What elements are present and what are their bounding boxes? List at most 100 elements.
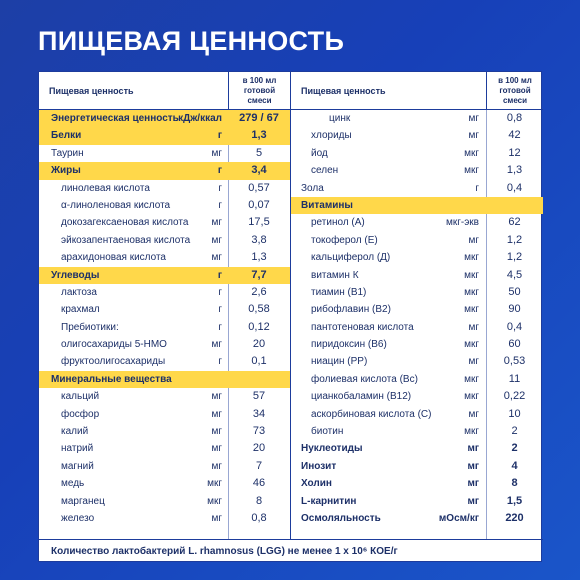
row-value: 3,8 xyxy=(251,233,267,246)
table-row: хлориды мг 42 xyxy=(291,127,543,144)
row-name: арахидоновая кислота xyxy=(61,252,166,264)
row-value: 0,07 xyxy=(248,198,270,211)
row-value: 0,22 xyxy=(503,390,526,403)
table-row: Зола г 0,4 xyxy=(291,180,543,197)
right-header-label: Пищевая ценность xyxy=(301,86,386,96)
row-unit: мкг xyxy=(464,391,479,403)
column-divider xyxy=(290,72,291,539)
row-unit: мг xyxy=(468,234,479,246)
row-unit: мг xyxy=(468,356,479,368)
row-value: 4 xyxy=(511,459,518,472)
row-value: 7 xyxy=(255,459,263,472)
row-value: 1,2 xyxy=(506,233,523,246)
row-name: железо xyxy=(61,512,95,524)
row-value: 8 xyxy=(255,494,263,507)
table-row: магний мг 7 xyxy=(39,458,290,475)
row-unit: г xyxy=(218,356,222,368)
row-value: 12 xyxy=(508,146,521,159)
table-row: витамин К мкг 4,5 xyxy=(291,267,543,284)
row-name: Инозит xyxy=(301,460,337,472)
row-name: L-карнитин xyxy=(301,495,357,507)
row-value: 34 xyxy=(252,407,266,420)
footer-note: Количество лактобактерий L. rhamnosus (L… xyxy=(39,539,543,563)
row-value: 0,1 xyxy=(251,355,267,368)
row-unit: мг xyxy=(468,408,479,420)
row-value: 1,3 xyxy=(251,129,267,142)
left-value-line xyxy=(228,110,229,539)
table-row: α-линоленовая кислота г 0,07 xyxy=(39,197,290,214)
row-name: цинк xyxy=(329,113,351,124)
row-name: докозагексаеновая кислота xyxy=(61,217,189,229)
row-name: Холин xyxy=(301,478,332,490)
table-row: Холин мг 8 xyxy=(291,475,543,492)
table-row: йод мкг 12 xyxy=(291,145,543,162)
row-unit: мкг xyxy=(207,478,222,490)
table-row: рибофлавин (В2) мкг 90 xyxy=(291,301,543,318)
table-row: марганец мкг 8 xyxy=(39,493,290,510)
table-row: Энергетическая ценность кДж/ккал 279 / 67 xyxy=(39,110,290,128)
table-row: цинк мг 0,8 xyxy=(291,110,543,127)
table-row: цианкобаламин (В12) мкг 0,22 xyxy=(291,388,543,405)
row-name: ниацин (РР) xyxy=(311,356,368,368)
row-name: α-линоленовая кислота xyxy=(61,199,171,211)
row-value: 90 xyxy=(508,303,521,316)
table-row: пиридоксин (В6) мкг 60 xyxy=(291,336,543,353)
table-row: Пребиотики: г 0,12 xyxy=(39,319,290,336)
row-name: ретинол (А) xyxy=(311,217,365,229)
table-row: натрий мг 20 xyxy=(39,440,290,457)
table-row: аскорбиновая кислота (С) мг 10 xyxy=(291,406,543,423)
row-unit: мкг-экв xyxy=(445,217,479,229)
table-row: Осмоляльность мОсм/кг 220 xyxy=(291,510,543,527)
row-name: Осмоляльность xyxy=(301,512,381,524)
table-row: железо мг 0,8 xyxy=(39,510,290,527)
row-value: 1,2 xyxy=(506,251,523,264)
row-name: кальций xyxy=(61,391,100,403)
row-unit: мОсм/кг xyxy=(438,512,479,524)
right-header-unit: в 100 мл готовой смеси xyxy=(486,72,543,110)
row-value: 279 / 67 xyxy=(239,112,279,124)
row-unit: мг xyxy=(211,443,222,455)
row-value: 0,4 xyxy=(506,320,523,333)
row-value: 4,5 xyxy=(506,268,523,281)
row-name: калий xyxy=(61,426,89,438)
row-unit: г xyxy=(217,130,222,142)
row-unit: кДж/ккал xyxy=(178,113,222,124)
table-row: кальциферол (Д) мкг 1,2 xyxy=(291,249,543,266)
row-name: кальциферол (Д) xyxy=(311,252,391,264)
row-name: Зола xyxy=(301,182,324,194)
row-name: Углеводы xyxy=(51,269,100,281)
table-row: крахмал г 0,58 xyxy=(39,301,290,318)
row-value: 0,4 xyxy=(506,181,523,194)
left-rows: Энергетическая ценность кДж/ккал 279 / 67 Б… xyxy=(39,110,290,527)
row-value: 10 xyxy=(508,407,521,420)
table-row: Витамины xyxy=(291,196,543,215)
row-unit: мкг xyxy=(464,426,479,438)
row-unit: мг xyxy=(211,512,222,524)
row-unit: г xyxy=(217,269,222,281)
row-unit: мг xyxy=(467,478,479,490)
table-row: L-карнитин мг 1,5 xyxy=(291,493,543,510)
table-row: лактоза г 2,6 xyxy=(39,284,290,301)
row-name: фосфор xyxy=(61,408,100,420)
table-row: эйкозапентаеновая кислота мг 3,8 xyxy=(39,232,290,249)
table-row: токоферол (Е) мг 1,2 xyxy=(291,232,543,249)
row-value: 0,57 xyxy=(248,181,270,194)
row-unit: мкг xyxy=(464,286,479,298)
table-row: докозагексаеновая кислота мг 17,5 xyxy=(39,214,290,231)
row-unit: г xyxy=(218,199,222,211)
row-unit: г xyxy=(217,165,222,177)
right-header: Пищевая ценность в 100 мл готовой смеси xyxy=(291,72,543,110)
row-value: 50 xyxy=(508,285,521,298)
page-title: ПИЩЕВАЯ ЦЕННОСТЬ xyxy=(38,26,345,56)
row-name: олигосахариды 5-НМО xyxy=(61,339,167,351)
row-name: селен xyxy=(311,165,339,177)
row-name: аскорбиновая кислота (С) xyxy=(311,408,432,420)
row-name: фруктоолигосахариды xyxy=(61,356,166,368)
row-unit: мг xyxy=(211,408,222,420)
row-name: Нуклеотиды xyxy=(301,443,363,455)
row-name: Пребиотики: xyxy=(61,321,119,333)
table-row: фолиевая кислота (Вс) мкг 11 xyxy=(291,371,543,388)
row-name: рибофлавин (В2) xyxy=(311,304,391,316)
row-value: 5 xyxy=(255,146,263,159)
row-value: 17,5 xyxy=(248,216,270,229)
